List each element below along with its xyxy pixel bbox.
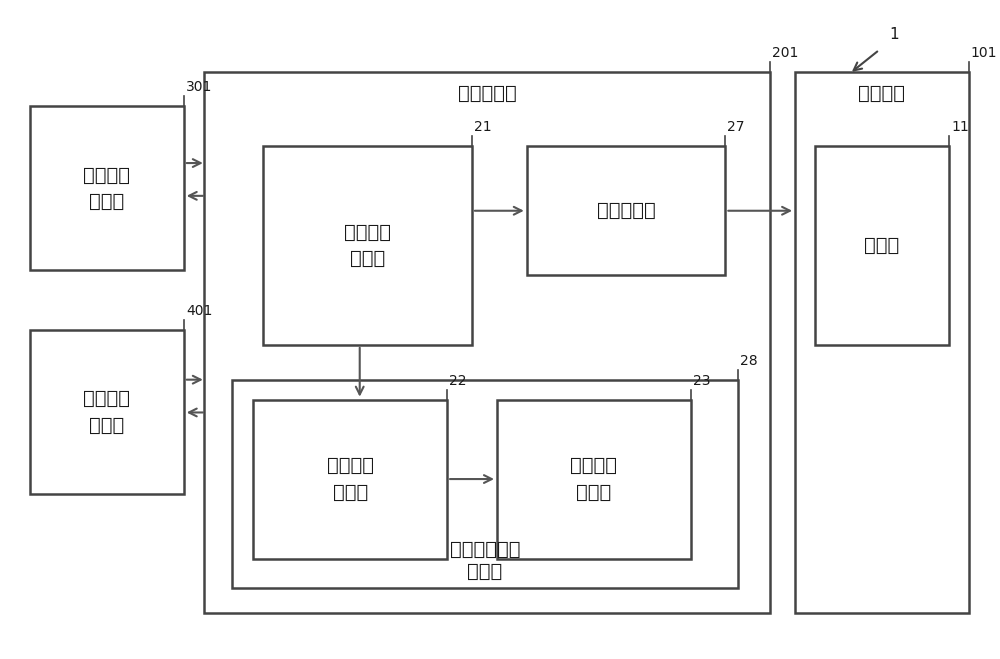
Text: 图像更新
判断部: 图像更新 判断部 (344, 223, 391, 268)
Bar (527, 146, 725, 275)
Text: 1: 1 (889, 27, 899, 42)
Text: 101: 101 (971, 45, 997, 60)
Text: 发光控制部: 发光控制部 (597, 201, 655, 220)
Bar (30, 330, 184, 494)
Bar (795, 72, 969, 614)
Text: 图像数据
存储部: 图像数据 存储部 (83, 389, 130, 435)
Bar (253, 399, 447, 559)
Text: 23: 23 (693, 374, 710, 387)
Text: 第一帧率
设定部: 第一帧率 设定部 (327, 456, 374, 501)
Text: 11: 11 (951, 120, 969, 134)
Text: 21: 21 (474, 120, 492, 134)
Text: 22: 22 (449, 374, 467, 387)
Text: 201: 201 (772, 45, 798, 60)
Text: 301: 301 (186, 80, 212, 94)
Text: 显示控制部: 显示控制部 (458, 84, 516, 103)
Text: 28: 28 (740, 354, 758, 368)
Bar (30, 106, 184, 270)
Text: 图像数据
传输部: 图像数据 传输部 (570, 456, 617, 501)
Text: 27: 27 (727, 120, 745, 134)
Text: 显示面板: 显示面板 (858, 84, 905, 103)
Bar (232, 380, 738, 588)
Text: 显示图像
生成部: 显示图像 生成部 (83, 165, 130, 211)
Bar (497, 399, 691, 559)
Text: 图像数据更新
控制部: 图像数据更新 控制部 (450, 540, 520, 581)
Bar (263, 146, 472, 345)
Text: 401: 401 (186, 304, 212, 318)
Text: 发光部: 发光部 (864, 236, 900, 255)
Bar (815, 146, 949, 345)
Bar (204, 72, 770, 614)
